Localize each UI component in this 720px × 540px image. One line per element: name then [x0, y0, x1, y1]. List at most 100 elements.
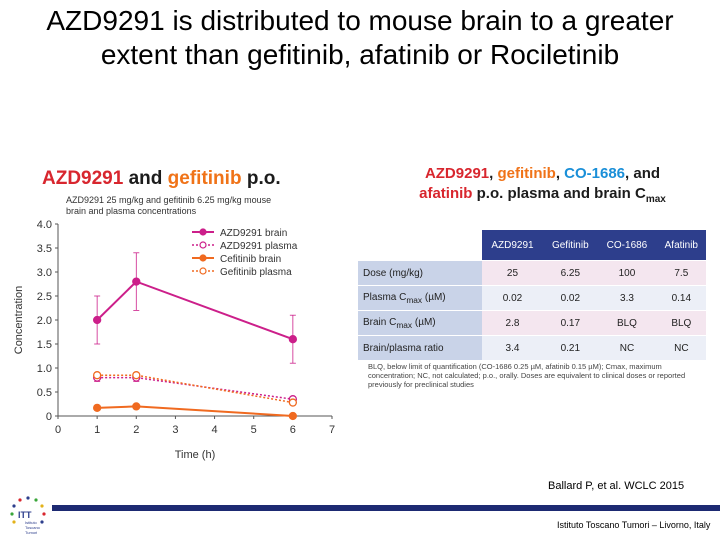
table-cell: 0.02	[543, 285, 598, 311]
y-tick-label: 4.0	[37, 219, 52, 231]
table-cell: NC	[597, 335, 657, 360]
logo-caption-line: Tumori	[25, 530, 38, 535]
title-afatinib: afatinib	[419, 185, 473, 202]
table-header-blank	[358, 230, 482, 261]
y-tick-label: 0	[46, 411, 52, 423]
x-tick-label: 3	[172, 424, 178, 436]
table-cell: NC	[656, 335, 706, 360]
col-header: CO-1686	[597, 230, 657, 261]
x-tick-label: 5	[251, 424, 257, 436]
y-tick-label: 1.0	[37, 363, 52, 375]
data-point	[288, 335, 298, 344]
data-point	[288, 411, 298, 421]
y-axis-label: Concentration	[13, 286, 25, 355]
logo-caption-line: Istituto	[25, 520, 37, 525]
legend-entry: Gefitinib plasma	[220, 267, 292, 278]
row-label: Dose (mg/kg)	[358, 260, 482, 286]
data-point	[92, 371, 102, 380]
col-header: Afatinib	[656, 230, 706, 261]
table-cell: 0.17	[543, 310, 598, 336]
logo-caption-line: Toscano	[25, 525, 40, 530]
title-azd9291: AZD9291	[424, 165, 490, 182]
row-label-text: Plasma C	[363, 291, 407, 303]
row-label-unit: (µM)	[412, 316, 436, 328]
chart-panel-title: AZD9291 and gefitinib p.o.	[42, 168, 281, 190]
x-axis-label: Time (h)	[175, 449, 216, 461]
row-label: Brain/plasma ratio	[358, 335, 482, 360]
x-tick-label: 4	[212, 424, 218, 436]
table-row: Brain/plasma ratio 3.4 0.21 NC NC	[358, 335, 706, 360]
and-label: and	[123, 168, 168, 189]
x-tick-label: 2	[133, 424, 139, 436]
table-cell: 3.4	[481, 335, 544, 360]
logo-caption: Istituto Toscano Tumori	[25, 520, 40, 535]
po-label: p.o.	[241, 168, 281, 189]
table-row: Dose (mg/kg) 25 6.25 100 7.5	[358, 260, 706, 286]
chart-subtitle: AZD9291 25 mg/kg and gefitinib 6.25 mg/k…	[66, 195, 271, 217]
table-cell: 0.21	[543, 335, 598, 360]
table-cell: 6.25	[543, 260, 598, 286]
series-line	[96, 280, 294, 341]
x-tick-label: 6	[290, 424, 296, 436]
y-tick-label: 0.5	[37, 387, 52, 399]
legend-entry: Cefitinib brain	[220, 254, 281, 265]
title-and: , and	[625, 165, 661, 182]
data-point	[288, 398, 298, 407]
citation: Ballard P, et al. WCLC 2015	[548, 480, 685, 492]
table-cell: 2.8	[481, 310, 544, 336]
table-cell: 3.3	[597, 285, 657, 311]
legend-marker	[199, 241, 207, 249]
title-gefitinib: gefitinib	[497, 165, 556, 182]
table-cell: BLQ	[656, 310, 706, 336]
footer-bar	[52, 505, 720, 511]
row-label: Plasma Cmax (µM)	[358, 285, 482, 311]
title-comma-2: ,	[555, 165, 565, 182]
chart-subtitle-line-1: AZD9291 25 mg/kg and gefitinib 6.25 mg/k…	[66, 195, 272, 205]
itt-logo: ITT	[10, 496, 46, 524]
pk-table: AZD9291 Gefitinib CO-1686 Afatinib Dose …	[358, 230, 706, 360]
legend-marker	[199, 254, 207, 262]
row-label-sub: max	[396, 319, 413, 330]
table-footnote: BLQ, below limit of quantification (CO-1…	[368, 362, 686, 389]
title-max-subscript: max	[645, 194, 666, 205]
row-label-text: Brain C	[363, 316, 397, 328]
col-header: Gefitinib	[543, 230, 598, 261]
data-point	[132, 371, 141, 380]
series-line	[97, 374, 293, 404]
table-row: Brain Cmax (µM) 2.8 0.17 BLQ BLQ	[358, 310, 706, 336]
table-row: Plasma Cmax (µM) 0.02 0.02 3.3 0.14	[358, 285, 706, 311]
footer-text: Istituto Toscano Tumori – Livorno, Italy	[557, 520, 711, 530]
gefitinib-label: gefitinib	[167, 168, 242, 189]
title-plasma-brain: p.o. plasma and brain C	[472, 185, 646, 202]
y-tick-label: 1.5	[37, 339, 52, 351]
row-label: Brain Cmax (µM)	[358, 310, 482, 336]
legend-entry: AZD9291 brain	[220, 228, 287, 239]
slide-title: AZD9291 is distributed to mouse brain to…	[46, 5, 674, 70]
x-tick-label: 0	[55, 424, 61, 436]
y-tick-label: 2.0	[37, 315, 52, 327]
table-cell: BLQ	[597, 310, 657, 336]
series-line	[97, 405, 293, 417]
legend-marker	[199, 228, 207, 236]
y-tick-label: 2.5	[37, 291, 52, 303]
table-cell: 100	[597, 260, 657, 286]
col-header: AZD9291	[481, 230, 544, 261]
y-tick-label: 3.0	[37, 267, 52, 279]
data-point	[92, 403, 102, 412]
legend-entry: AZD9291 plasma	[220, 241, 298, 252]
x-tick-label: 7	[329, 424, 335, 436]
azd9291-label: AZD9291	[42, 168, 124, 189]
title-comma-1: ,	[489, 165, 498, 182]
row-label-sub: max	[406, 294, 423, 305]
x-tick-label: 1	[94, 424, 100, 436]
row-label-unit: (µM)	[422, 291, 446, 303]
data-point	[92, 315, 102, 325]
title-co1686: CO-1686	[564, 165, 626, 182]
chart-subtitle-line-2: brain and plasma concentrations	[66, 206, 197, 216]
table-cell: 0.14	[656, 285, 706, 311]
series-line	[97, 376, 293, 400]
table-cell: 7.5	[656, 260, 706, 286]
table-panel-title: AZD9291, gefitinib, CO-1686, and afatini…	[380, 164, 705, 210]
y-tick-label: 3.5	[37, 243, 52, 255]
legend-marker	[199, 267, 207, 275]
